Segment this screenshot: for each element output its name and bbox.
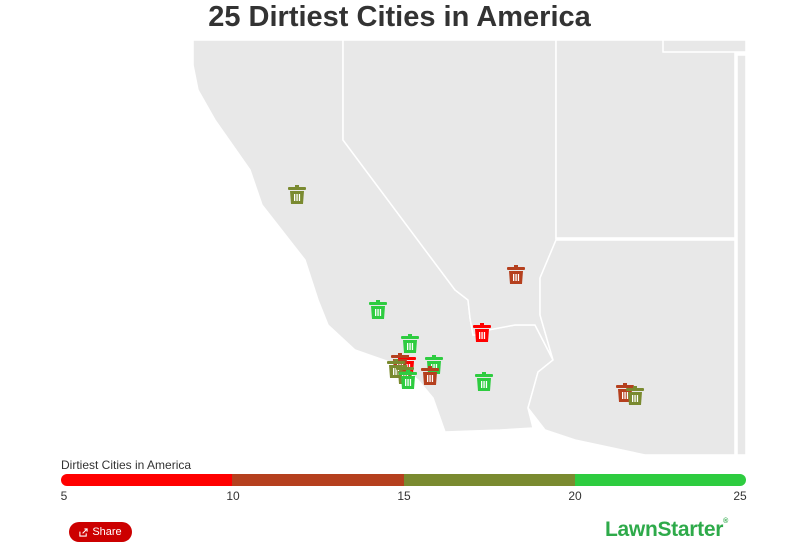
share-icon [79, 527, 88, 537]
legend-tick: 10 [226, 489, 240, 503]
share-button[interactable]: Share [69, 522, 132, 542]
trash-can-icon[interactable] [401, 334, 419, 353]
lawnstarter-logo[interactable]: LawnStarter® [605, 518, 728, 542]
state-utah [555, 39, 736, 239]
trash-can-icon[interactable] [288, 185, 306, 204]
share-label: Share [92, 526, 122, 538]
trash-can-icon[interactable] [369, 300, 387, 319]
legend-title: Dirtiest Cities in America [61, 458, 192, 472]
legend-tick: 15 [397, 489, 411, 503]
legend-segment-1 [61, 474, 233, 486]
trash-can-icon[interactable] [475, 372, 493, 391]
trash-can-icon[interactable] [473, 323, 491, 342]
state-east [736, 54, 747, 456]
brand-name: LawnStarter [605, 518, 724, 541]
state-arizona [527, 239, 736, 456]
brand-mark: ® [723, 518, 728, 525]
legend-color-bar [61, 474, 746, 486]
trash-can-icon[interactable] [421, 366, 439, 385]
chart-title: 25 Dirtiest Cities in America [208, 1, 591, 33]
legend-ticks: 5 10 15 20 25 [0, 489, 799, 505]
trash-can-icon[interactable] [626, 386, 644, 405]
legend-tick: 5 [60, 489, 68, 503]
trash-can-icon[interactable] [507, 265, 525, 284]
legend-segment-2 [232, 474, 404, 486]
markers-layer[interactable] [288, 185, 644, 405]
legend-segment-3 [403, 474, 575, 486]
legend-segment-4 [574, 474, 746, 486]
trash-can-icon[interactable] [399, 370, 417, 389]
state-north [662, 39, 747, 53]
legend-tick: 20 [568, 489, 582, 503]
land [192, 39, 747, 456]
legend-tick: 25 [733, 489, 747, 503]
